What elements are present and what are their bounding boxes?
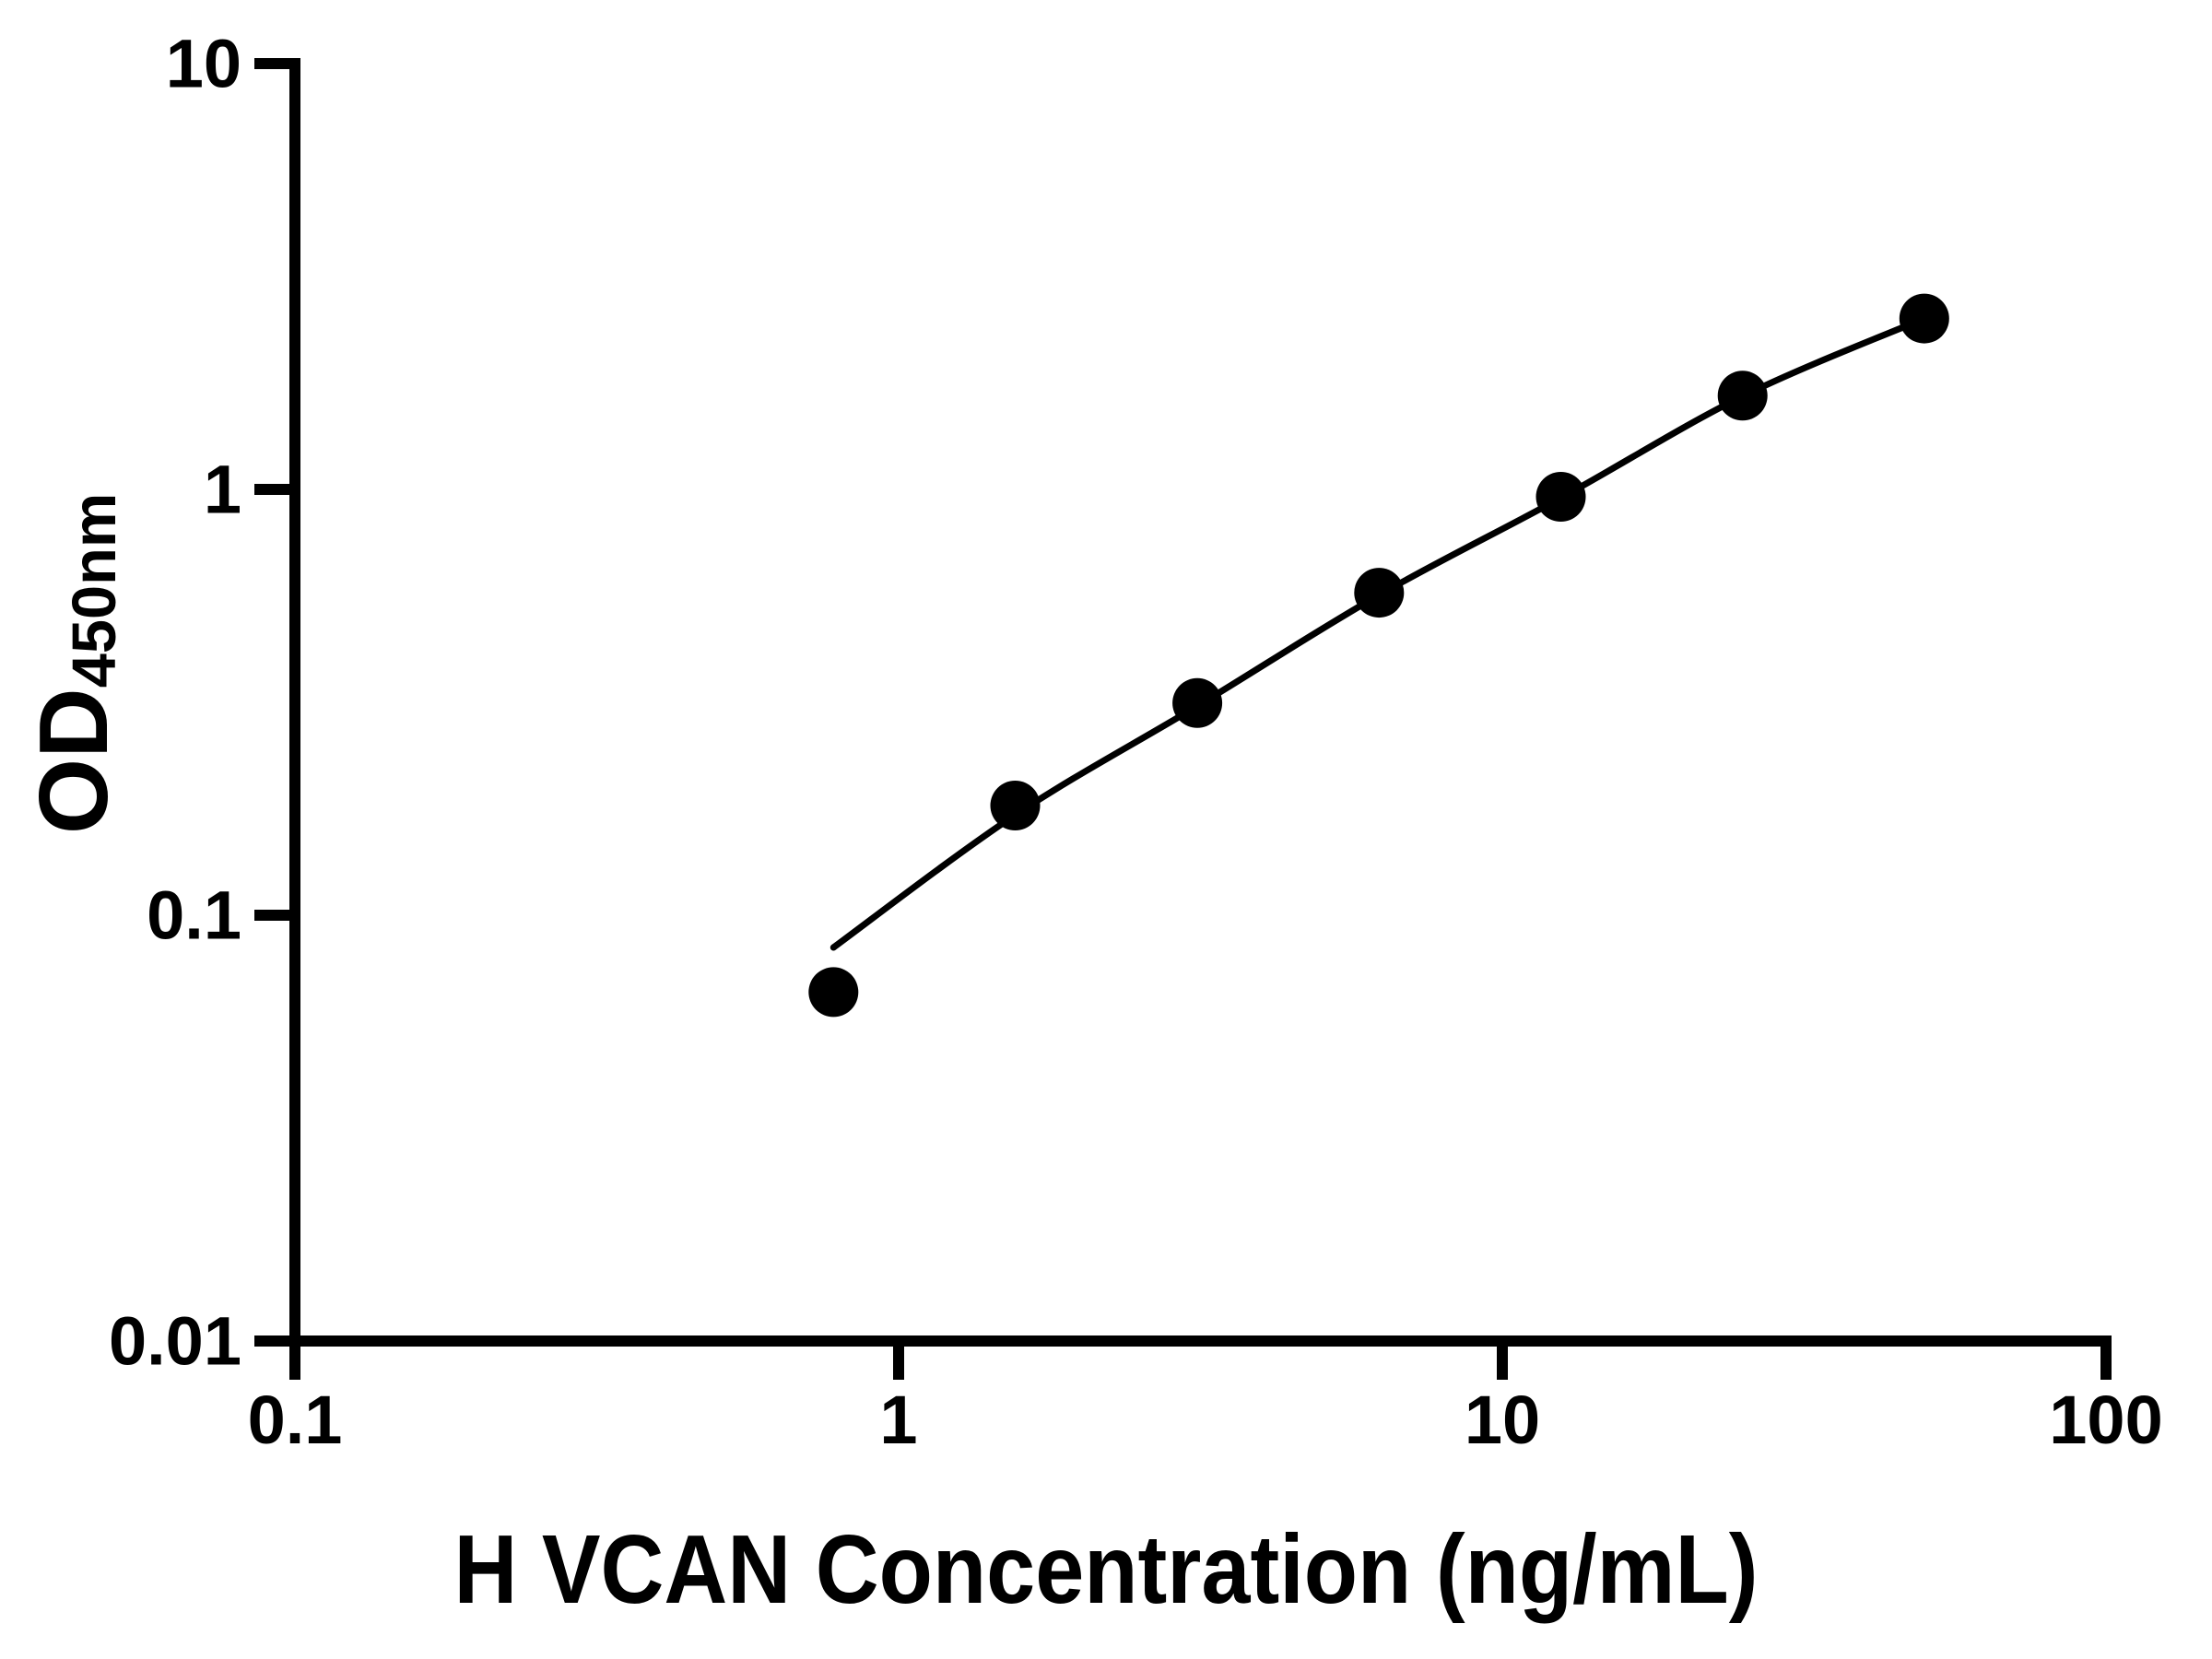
data-point-50 <box>1899 293 1949 344</box>
data-point-6.25 <box>1354 568 1405 618</box>
y-axis-title-main: OD <box>19 688 128 835</box>
data-point-1.56 <box>990 781 1041 830</box>
x-tick-label-0.1: 0.1 <box>248 1382 343 1458</box>
y-tick-label-0.1: 0.1 <box>147 877 241 954</box>
data-points <box>808 293 1949 1018</box>
y-axis-title: OD450nm <box>19 493 129 835</box>
data-point-12.5 <box>1535 472 1586 522</box>
x-tick-label-10: 10 <box>1465 1382 1540 1458</box>
x-tick-label-100: 100 <box>2049 1382 2162 1458</box>
x-axis-title: H VCAN Concentration (ng/mL) <box>453 1515 1759 1624</box>
y-tick-label-10: 10 <box>166 26 241 102</box>
y-tick-label-0.01: 0.01 <box>109 1303 241 1380</box>
y-tick-label-1: 1 <box>204 452 241 528</box>
fit-curve <box>830 315 1928 951</box>
tick-marks <box>254 58 2112 1380</box>
fit-curve-path <box>830 315 1928 951</box>
axes <box>289 58 2112 1347</box>
x-tick-label-1: 1 <box>879 1382 917 1458</box>
data-point-25 <box>1717 371 1768 421</box>
data-point-3.125 <box>1172 677 1223 728</box>
data-point-0.78 <box>808 967 859 1018</box>
y-axis-title-subscript: 450nm <box>60 492 129 688</box>
